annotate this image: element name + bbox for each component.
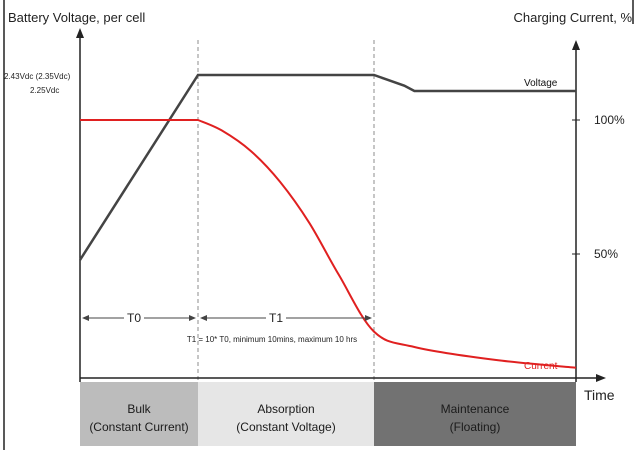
phase-maintenance-title: Maintenance <box>441 402 510 416</box>
voltage-series-label: Voltage <box>524 78 558 89</box>
voltage-series-line <box>78 73 576 261</box>
x-axis-arrow-icon <box>596 374 606 382</box>
phase-box-absorption <box>198 382 374 446</box>
phase-absorption-title: Absorption <box>257 402 314 416</box>
t1-note: T1 = 10* T0, minimum 10mins, maximum 10 … <box>187 335 357 344</box>
left-axis-arrow-icon <box>76 28 84 38</box>
t0-arrow-right-icon <box>189 315 196 321</box>
phase-maintenance-subtitle: (Floating) <box>450 420 501 434</box>
t1-label-bg <box>266 311 286 324</box>
t0-arrow-left-icon <box>82 315 89 321</box>
t0-label-bg <box>124 311 144 324</box>
t1-label: T1 <box>269 311 283 325</box>
left-tick-label: 2.43Vdc (2.35Vdc) <box>4 72 71 81</box>
t1-arrow-left-icon <box>200 315 207 321</box>
right-axis-label: Charging Current, % <box>514 10 633 25</box>
phase-bulk-title: Bulk <box>127 402 151 416</box>
phase-box-bulk <box>80 382 198 446</box>
right-tick-label: 100% <box>594 113 625 127</box>
x-axis-label: Time <box>584 387 615 403</box>
phase-box-maintenance <box>374 382 576 446</box>
current-series-label: Current <box>524 361 558 372</box>
t1-arrow-right-icon <box>365 315 372 321</box>
phase-bulk-subtitle: (Constant Current) <box>89 420 188 434</box>
right-axis-arrow-icon <box>572 40 580 50</box>
left-axis-label: Battery Voltage, per cell <box>8 10 145 25</box>
left-tick-label: 2.25Vdc <box>30 86 59 95</box>
phase-absorption-subtitle: (Constant Voltage) <box>236 420 335 434</box>
current-series-line <box>80 119 577 369</box>
right-tick-label: 50% <box>594 247 618 261</box>
t0-label: T0 <box>127 311 141 325</box>
